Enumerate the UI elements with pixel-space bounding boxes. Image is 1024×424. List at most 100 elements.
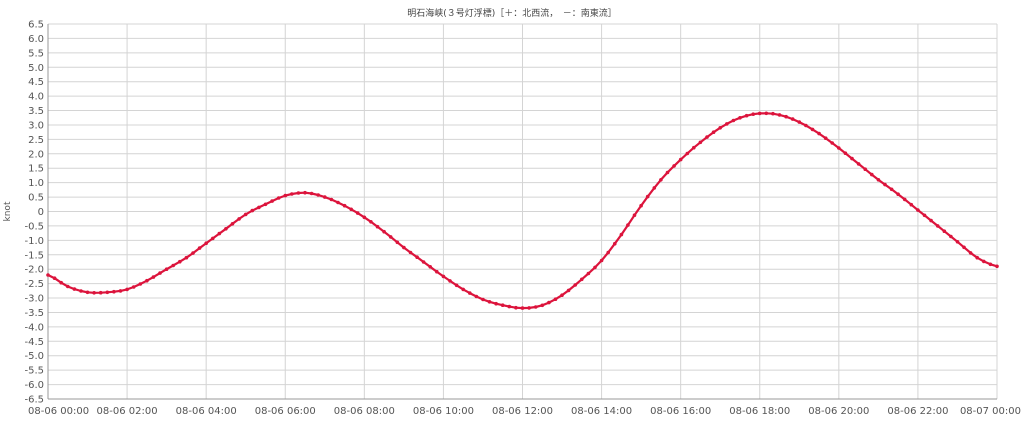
data-point	[520, 306, 525, 310]
data-point	[659, 178, 663, 182]
data-point	[507, 304, 512, 309]
grid-lines	[47, 23, 998, 400]
data-point	[988, 262, 993, 267]
data-point	[421, 260, 426, 264]
data-point	[388, 235, 393, 239]
data-point	[527, 306, 531, 310]
x-tick-label: 08-06 18:00	[729, 406, 790, 417]
data-point	[725, 122, 729, 126]
data-point	[197, 246, 202, 250]
x-tick-label: 08-06 00:00	[28, 406, 89, 417]
x-tick-labels: 08-06 00:00 08-06 02:00 08-06 04:00 08-06 0…	[28, 406, 1021, 417]
data-point	[204, 241, 208, 245]
y-tick-label: -1.0	[24, 236, 44, 247]
data-point	[764, 111, 769, 116]
data-point	[652, 186, 657, 190]
data-point	[342, 203, 347, 208]
data-point	[296, 191, 301, 195]
data-point	[738, 116, 742, 120]
data-point	[744, 113, 749, 118]
data-point	[982, 259, 986, 264]
data-point	[876, 178, 881, 182]
data-point	[870, 172, 874, 177]
data-point	[243, 212, 248, 217]
y-tick-label: 5.0	[28, 63, 44, 74]
data-point	[777, 113, 782, 117]
y-tick-label: -4.5	[24, 337, 44, 348]
x-tick-label: 08-06 16:00	[650, 406, 711, 417]
y-tick-label: 1.5	[28, 164, 44, 175]
data-point	[454, 283, 459, 288]
data-point	[105, 290, 110, 295]
data-point	[995, 264, 999, 269]
data-point	[349, 207, 354, 212]
data-point	[889, 187, 894, 192]
data-point	[823, 136, 828, 140]
y-tick-label: -5.5	[24, 366, 44, 377]
axes	[47, 24, 997, 400]
y-axis-label: knot	[3, 201, 13, 221]
data-point	[586, 271, 591, 276]
x-tick-label: 08-06 10:00	[413, 406, 474, 417]
data-point	[698, 140, 703, 145]
y-tick-label: 4.0	[28, 92, 44, 103]
data-point	[481, 297, 485, 302]
y-tick-label: -0.5	[24, 221, 44, 232]
data-point	[158, 271, 162, 275]
data-point	[276, 196, 281, 200]
data-point	[191, 251, 195, 255]
data-point	[283, 193, 288, 198]
data-point	[145, 278, 149, 283]
data-point	[382, 229, 386, 234]
data-point	[705, 135, 709, 139]
y-tick-label: -2.0	[24, 265, 44, 276]
data-point	[942, 229, 947, 233]
data-point	[771, 111, 775, 116]
data-point	[580, 277, 584, 282]
data-point	[494, 301, 498, 306]
data-point	[553, 297, 558, 302]
data-point	[784, 114, 788, 119]
data-point	[316, 193, 321, 197]
data-point	[863, 167, 867, 171]
data-point	[922, 213, 927, 218]
data-point	[323, 195, 327, 199]
data-point	[837, 146, 841, 150]
data-point	[949, 234, 953, 239]
data-point	[329, 197, 334, 202]
y-tick-label: -3.5	[24, 308, 44, 319]
data-point	[665, 170, 670, 175]
data-point	[66, 284, 70, 289]
data-point	[935, 224, 940, 228]
data-point	[211, 236, 215, 241]
data-point	[369, 220, 373, 224]
data-point	[678, 157, 683, 162]
data-point	[435, 269, 439, 274]
x-tick-label: 08-06 12:00	[492, 406, 553, 417]
data-point	[138, 282, 143, 286]
data-point	[230, 222, 235, 226]
data-point	[375, 224, 380, 229]
chart-title: 明石海峡(３号灯浮標)［＋：北西流， －：南東流］	[407, 9, 617, 19]
y-tick-label: 0.5	[28, 193, 44, 204]
y-tick-label: 4.5	[28, 77, 44, 88]
data-point	[902, 197, 907, 202]
data-point	[619, 232, 624, 237]
y-tick-label: -2.5	[24, 279, 44, 290]
data-point	[178, 259, 182, 264]
data-point	[593, 265, 597, 270]
data-point	[804, 123, 808, 128]
x-tick-label: 08-06 02:00	[97, 406, 158, 417]
data-point	[59, 280, 63, 285]
data-point	[468, 291, 472, 295]
data-point	[850, 156, 854, 161]
data-point	[290, 192, 294, 196]
data-point	[461, 287, 466, 292]
data-point	[810, 127, 815, 132]
x-tick-label: 08-07 00:00	[960, 406, 1021, 417]
data-point	[474, 294, 479, 299]
data-point	[118, 289, 123, 293]
data-point	[164, 267, 169, 272]
data-point	[547, 300, 551, 305]
data-point	[606, 250, 610, 255]
